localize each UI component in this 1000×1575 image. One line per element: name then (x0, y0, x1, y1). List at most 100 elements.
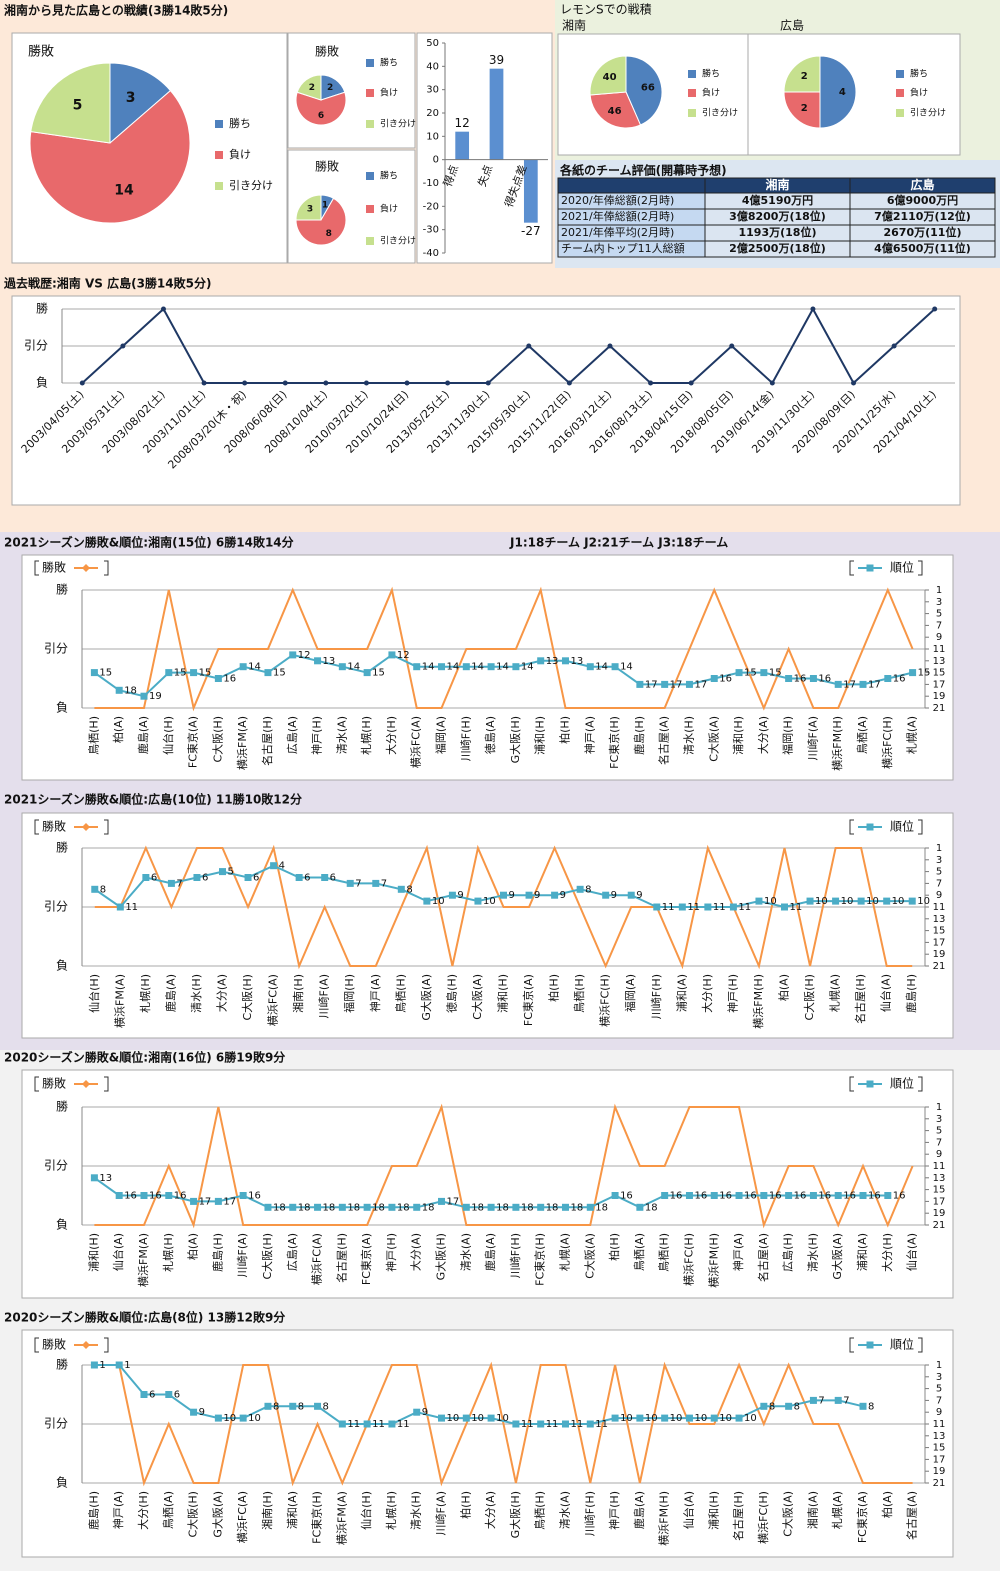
series-marker (810, 306, 816, 312)
x-tick-label: 柏(A) (186, 1233, 200, 1260)
point-label: 15 (769, 668, 782, 679)
series-marker (165, 669, 173, 677)
point-label: 10 (223, 1413, 236, 1424)
point-label: 18 (397, 1202, 410, 1213)
series-marker (116, 903, 124, 911)
x-tick-label: 仙台(H) (359, 1491, 373, 1530)
x-tick-label: 神戸(A) (368, 974, 382, 1012)
series-marker (115, 686, 123, 694)
pie-slice (783, 91, 821, 129)
x-tick-label: 柏(H) (557, 716, 571, 744)
table-cell-text: 7億2110万(12位) (874, 209, 971, 223)
x-tick-label: 札幌(A) (905, 716, 919, 754)
pie-slice (29, 89, 191, 224)
x-tick-label: 横浜FM(A) (235, 716, 249, 770)
slice-label: 1 (322, 201, 328, 211)
x-tick-label: C大阪(H) (802, 974, 816, 1021)
x-tick-label: G大阪(A) (830, 1233, 844, 1280)
series-line (93, 653, 913, 698)
x-tick-label: 清水(A) (558, 1491, 571, 1529)
series-marker (627, 891, 635, 899)
panel (21, 812, 954, 1039)
point-label: 10 (620, 1413, 633, 1424)
point-label: 10 (841, 896, 854, 907)
x-tick-label: 浦和(H) (732, 716, 745, 755)
x-tick-label: 徳島(A) (483, 716, 497, 754)
point-label: 16 (843, 1191, 856, 1202)
series-marker (755, 897, 763, 905)
series-marker (115, 1361, 123, 1369)
y2-tick-label: 17 (933, 1196, 946, 1207)
x-tick-label: 札幌(A) (828, 974, 842, 1012)
series-line (94, 1364, 864, 1425)
series-marker (190, 1408, 198, 1416)
x-tick-label: 浦和(H) (534, 716, 547, 755)
series-marker (289, 1402, 297, 1410)
pie-slice (295, 194, 322, 221)
point-label: 9 (534, 890, 540, 901)
table-cell-text: 2670万(11位) (884, 225, 962, 239)
y2-tick-label: 15 (933, 1443, 946, 1454)
y2-tick-label: 11 (933, 1419, 946, 1430)
x-tick-label: 名古屋(A) (657, 716, 671, 765)
series-marker (648, 380, 654, 386)
point-label: 9 (199, 1407, 205, 1418)
chart-title: 2020シーズン勝敗&順位:湘南(16位) 6勝19敗9分 (4, 1050, 285, 1065)
x-tick-label: C大阪(H) (186, 1491, 200, 1538)
series-marker (661, 1192, 669, 1199)
point-label: 16 (694, 1191, 707, 1202)
x-tick-label: 鳥栖(H) (572, 974, 586, 1013)
series-marker (526, 343, 532, 349)
pie-slice (589, 55, 627, 96)
point-label: 18 (521, 1202, 534, 1213)
point-label: 16 (744, 1191, 757, 1202)
series-marker (314, 1203, 322, 1211)
point-label: 10 (483, 896, 496, 907)
x-tick-label: 川崎F(A) (805, 716, 819, 760)
series-marker (338, 1420, 346, 1428)
x-tick-label: 浦和(H) (707, 1491, 720, 1530)
x-tick-label: FC東京(A) (359, 1233, 373, 1285)
table-header: 広島 (910, 177, 934, 192)
x-tick-label: 横浜FM(A) (112, 974, 126, 1028)
y2-tick-label: 19 (933, 949, 946, 960)
x-tick-label: FC東京(A) (186, 716, 200, 768)
pie-slice (589, 91, 642, 129)
point-label: 7 (355, 878, 361, 889)
x-tick-label: 横浜FM(A) (334, 1491, 348, 1545)
pie-slice (30, 62, 111, 144)
point-label: 16 (174, 1191, 187, 1202)
point-label: 14 (248, 662, 261, 673)
series-marker (851, 380, 857, 386)
x-tick-label: 大分(H) (136, 1491, 150, 1530)
pie-slice (819, 55, 857, 129)
table-title: 各紙のチーム評価(開幕時予想) (559, 163, 727, 178)
y2-tick-label: 11 (933, 644, 946, 655)
series-marker (760, 669, 768, 677)
legend-swatch (366, 172, 374, 180)
slice-label: 5 (73, 98, 83, 114)
y-tick-label: 負 (56, 1476, 68, 1490)
pie-title: 勝敗 (315, 159, 339, 174)
series-marker (165, 1192, 173, 1199)
point-label: 1 (99, 1360, 105, 1371)
point-label: 10 (694, 1413, 707, 1424)
series-marker (834, 1396, 842, 1404)
series-marker (413, 663, 421, 671)
legend-label: 引き分け (380, 236, 416, 247)
point-label: 6 (202, 873, 208, 884)
series-marker (586, 663, 594, 671)
point-label: 9 (422, 1407, 428, 1418)
series-marker (219, 868, 226, 876)
slice-label: 46 (608, 106, 622, 117)
series-marker (372, 879, 380, 887)
y2-tick-label: 5 (936, 867, 942, 878)
x-tick-label: 鳥栖(A) (632, 1233, 646, 1271)
series-marker (363, 380, 369, 386)
x-tick-label: 仙台(H) (87, 974, 101, 1013)
legend-swatch (215, 120, 223, 128)
x-tick-label: 柏(A) (777, 974, 791, 1001)
series-marker (611, 1192, 619, 1199)
point-label: 16 (620, 1191, 633, 1202)
series-marker (710, 1414, 718, 1422)
